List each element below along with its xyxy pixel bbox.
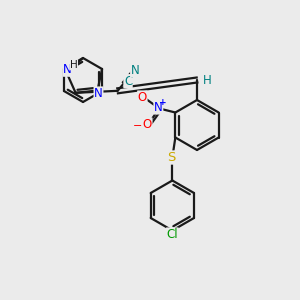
- Text: H: H: [202, 74, 211, 86]
- Text: Cl: Cl: [167, 228, 178, 241]
- Text: +: +: [158, 98, 166, 107]
- Text: C: C: [124, 75, 132, 88]
- Text: N: N: [94, 87, 103, 100]
- Text: N: N: [131, 64, 140, 77]
- Text: S: S: [167, 151, 176, 164]
- Text: N: N: [63, 63, 72, 76]
- Text: O: O: [143, 118, 152, 131]
- Text: N: N: [154, 101, 163, 114]
- Text: −: −: [133, 122, 142, 131]
- Text: O: O: [138, 91, 147, 104]
- Text: H: H: [70, 60, 77, 70]
